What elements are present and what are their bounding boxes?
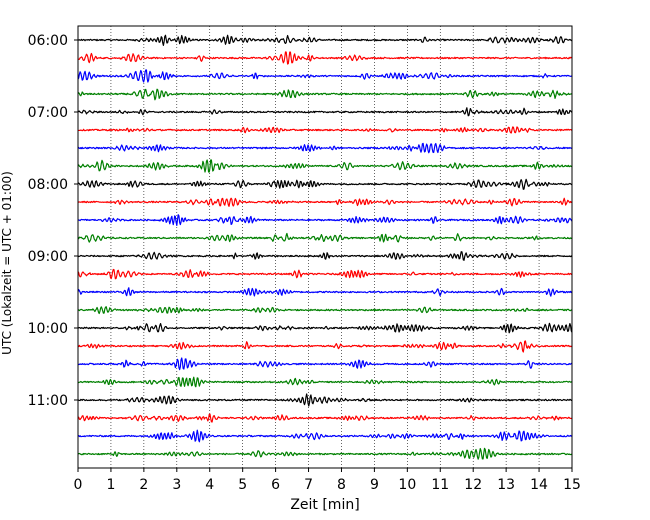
seismogram-trace — [77, 287, 573, 297]
x-tick-label: 7 — [304, 477, 313, 493]
seismogram-trace — [77, 393, 573, 407]
seismogram-trace — [77, 214, 573, 226]
x-tick-label: 6 — [271, 477, 280, 493]
x-tick-label: 9 — [370, 477, 379, 493]
x-tick-label: 12 — [464, 477, 482, 493]
seismogram-trace — [77, 413, 573, 423]
seismogram-trace — [77, 88, 573, 101]
seismogram-trace — [77, 107, 573, 117]
x-tick-label: 0 — [74, 477, 83, 493]
y-tick-label: 09:00 — [28, 249, 68, 265]
x-tick-label: 15 — [563, 477, 581, 493]
x-tick-label: 5 — [238, 477, 247, 493]
seismogram-trace — [77, 51, 573, 65]
seismogram-trace — [77, 197, 573, 207]
seismogram-trace — [77, 447, 573, 460]
seismogram-trace — [77, 251, 573, 261]
seismogram-trace — [77, 268, 573, 280]
seismogram-trace — [77, 142, 573, 154]
y-tick-label: 06:00 — [28, 33, 68, 49]
x-tick-label: 1 — [106, 477, 115, 493]
seismogram-trace — [77, 159, 573, 173]
x-tick-label: 4 — [205, 477, 214, 493]
y-tick-label: 07:00 — [28, 105, 68, 121]
seismogram-trace — [77, 376, 573, 388]
seismogram-traces — [77, 34, 573, 460]
x-tick-label: 11 — [431, 477, 449, 493]
x-axis-label: Zeit [min] — [290, 497, 359, 513]
x-tick-label: 14 — [530, 477, 548, 493]
seismogram-trace — [77, 357, 573, 371]
x-tick-label: 10 — [398, 477, 416, 493]
y-tick-label: 11:00 — [28, 393, 68, 409]
seismogram-trace — [77, 178, 573, 190]
y-axis-ticks: 06:00 07:00 08:00 09:00 10:00 11:00 — [28, 33, 78, 409]
x-axis-ticks: 0 1 2 3 4 5 6 7 8 9 10 11 12 13 14 15 — [74, 468, 581, 493]
seismogram-trace — [77, 232, 573, 243]
seismogram-trace — [77, 306, 573, 315]
plot-frame — [77, 25, 573, 469]
seismogram-trace — [77, 322, 573, 334]
x-tick-label: 2 — [139, 477, 148, 493]
x-tick-label: 8 — [337, 477, 346, 493]
seismogram-trace — [77, 69, 573, 83]
y-axis-label: UTC (Lokalzeit = UTC + 01:00) — [0, 171, 14, 355]
seismogram-trace — [77, 34, 573, 46]
y-tick-label: 08:00 — [28, 177, 68, 193]
seismogram-trace — [77, 429, 573, 443]
seismogram-trace — [77, 126, 573, 134]
y-tick-label: 10:00 — [28, 321, 68, 337]
seismogram-trace — [77, 340, 573, 353]
x-tick-label: 13 — [497, 477, 515, 493]
x-tick-label: 3 — [172, 477, 181, 493]
